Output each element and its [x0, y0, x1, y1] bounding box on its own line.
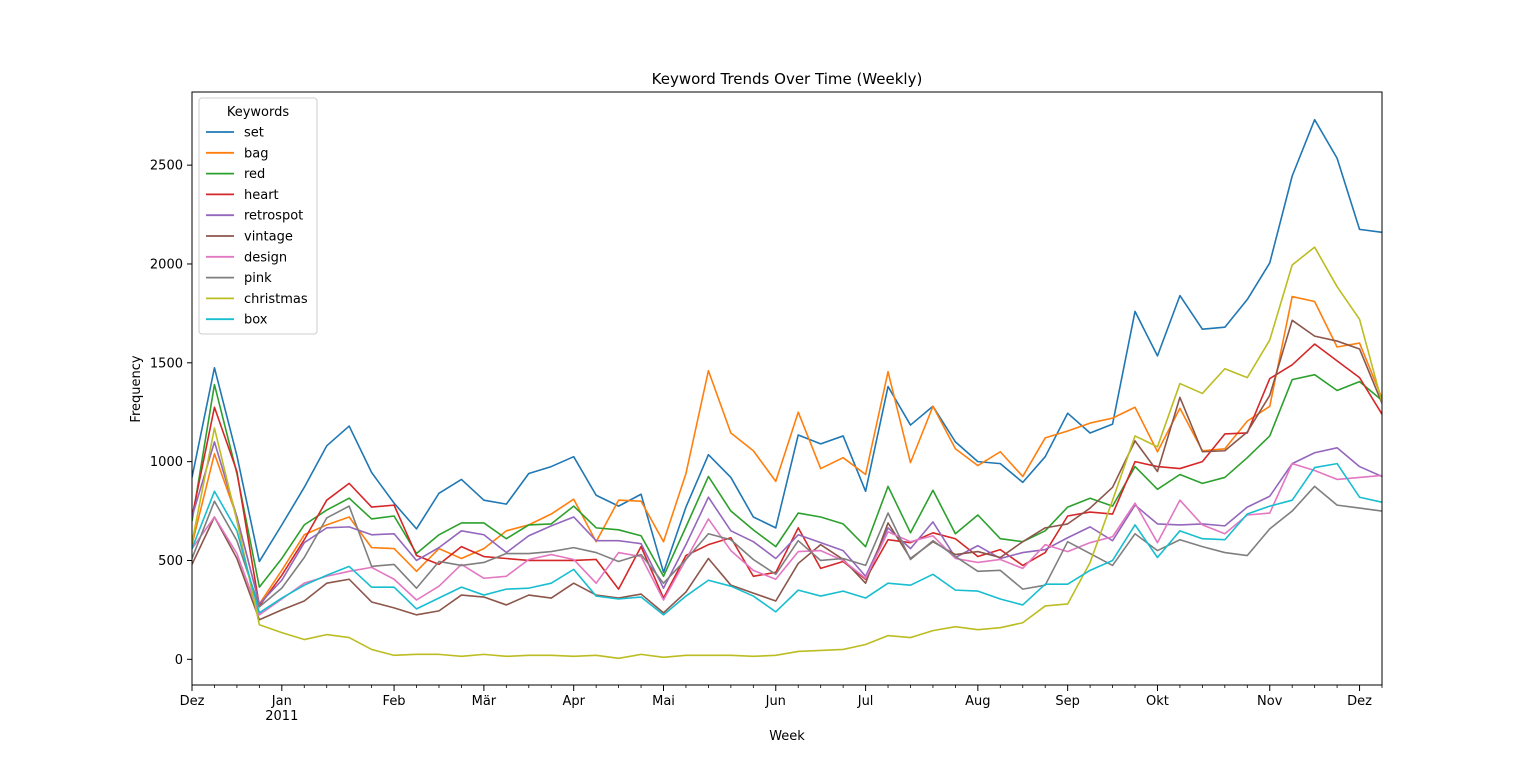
- series-lines: [192, 118, 1382, 660]
- y-tick-label: 1500: [150, 356, 183, 371]
- x-tick-label: Jul: [857, 694, 874, 709]
- x-tick-label: Aug: [965, 694, 990, 709]
- x-tick-label: Apr: [562, 694, 585, 709]
- legend-label-retrospot: retrospot: [244, 209, 303, 224]
- x-tick-label: Feb: [383, 694, 406, 709]
- y-tick-label: 2000: [150, 257, 183, 272]
- legend-label-christmas: christmas: [244, 292, 308, 307]
- x-tick-label: Dez: [180, 694, 205, 709]
- series-line-christmas: [192, 246, 1382, 660]
- legend-label-red: red: [244, 167, 265, 182]
- series-line-pink: [192, 485, 1382, 608]
- legend-title: Keywords: [227, 105, 290, 120]
- series-line-box: [192, 462, 1382, 616]
- y-axis-label: Frequency: [129, 355, 144, 422]
- x-tick-label: Okt: [1146, 694, 1169, 709]
- x-tick-label: Sep: [1055, 694, 1080, 709]
- x-tick-label: Mai: [652, 694, 675, 709]
- legend-label-design: design: [244, 250, 287, 265]
- legend-label-pink: pink: [244, 271, 272, 286]
- chart-title: Keyword Trends Over Time (Weekly): [652, 70, 923, 88]
- series-line-bag: [192, 295, 1382, 605]
- series-line-red: [192, 373, 1382, 588]
- legend-box: [198, 97, 318, 335]
- series-line-set: [192, 118, 1382, 574]
- x-tick-label: Jan: [271, 694, 292, 709]
- legend: Keywords set bag red heart retrospot vintage de…: [198, 97, 318, 335]
- legend-label-heart: heart: [244, 188, 279, 203]
- plot-frame: [191, 91, 1383, 686]
- x-axis-label: Week: [769, 729, 805, 744]
- series-line-retrospot: [192, 441, 1382, 605]
- series-line-heart: [192, 343, 1382, 607]
- y-tick-label: 2500: [150, 159, 183, 174]
- x-tick-year-label: 2011: [265, 709, 298, 724]
- y-tick-label: 500: [158, 554, 183, 569]
- legend-label-set: set: [244, 126, 264, 141]
- legend-label-box: box: [244, 313, 268, 328]
- y-axis: 0 500 1000 1500 2000 2500: [150, 159, 192, 668]
- legend-label-bag: bag: [244, 146, 268, 161]
- x-tick-label: Mär: [472, 694, 497, 709]
- series-line-vintage: [192, 319, 1382, 621]
- y-tick-label: 0: [175, 653, 183, 668]
- x-tick-label: Jun: [765, 694, 786, 709]
- series-line-design: [192, 462, 1382, 616]
- y-tick-label: 1000: [150, 455, 183, 470]
- legend-label-vintage: vintage: [244, 230, 293, 245]
- x-tick-label: Dez: [1347, 694, 1372, 709]
- x-tick-label: Nov: [1257, 694, 1283, 709]
